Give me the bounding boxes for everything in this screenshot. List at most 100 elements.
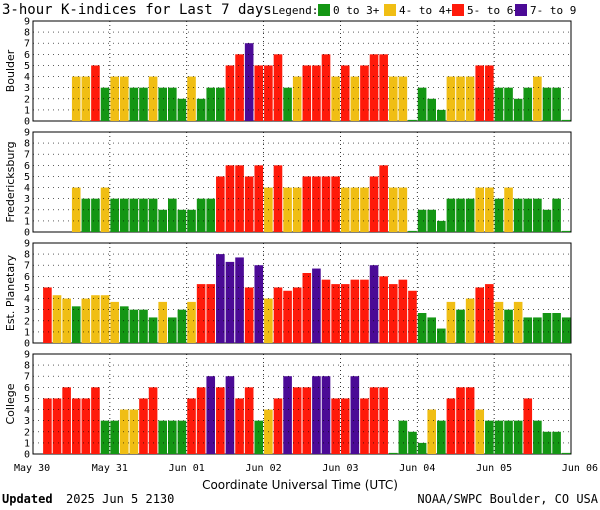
k-index-bar <box>177 209 187 232</box>
k-index-bar <box>206 198 216 232</box>
y-tick-label: 4 <box>24 183 30 194</box>
k-index-bar <box>417 209 427 232</box>
k-index-bar <box>235 257 244 343</box>
k-index-bar <box>552 313 561 343</box>
k-index-bar <box>177 98 187 121</box>
y-tick-label: 2 <box>24 427 30 438</box>
k-index-bar <box>100 87 110 121</box>
x-tick-label: Jun 03 <box>322 463 358 474</box>
y-tick-label: 7 <box>24 150 30 161</box>
x-tick-label: Jun 04 <box>399 463 435 474</box>
k-index-bar <box>273 165 283 232</box>
k-index-bar <box>225 261 235 343</box>
y-tick-label: 6 <box>24 272 30 283</box>
y-tick-label: 8 <box>24 139 30 150</box>
legend-entry-label: 7- to 9 <box>530 4 576 17</box>
k-index-bar <box>110 301 119 343</box>
k-index-bar <box>523 87 533 121</box>
k-index-bar <box>139 198 148 232</box>
legend-swatch <box>515 4 527 16</box>
k-index-bar <box>139 398 148 454</box>
k-index-bar <box>427 209 436 232</box>
x-axis: May 30 May 31 Jun 01 Jun 02 Jun 03 Jun 04 Jun … <box>14 463 598 474</box>
k-index-bar <box>533 317 542 343</box>
k-index-bar <box>81 198 91 232</box>
k-index-bar <box>398 187 408 232</box>
k-index-bar <box>283 187 292 232</box>
x-tick-label: Jun 01 <box>169 463 205 474</box>
k-index-bar <box>408 230 417 232</box>
k-index-bar <box>485 187 494 232</box>
k-index-bar <box>110 198 119 232</box>
y-tick-label: 8 <box>24 28 30 39</box>
x-tick-label: Jun 02 <box>246 463 282 474</box>
k-index-bar <box>456 309 465 343</box>
k-index-bar <box>177 420 187 454</box>
k-index-bar <box>331 76 340 121</box>
k-index-bar <box>168 420 177 454</box>
k-index-bar <box>91 198 100 232</box>
k-index-bar <box>552 431 561 454</box>
k-index-bar <box>158 209 167 232</box>
k-index-bar <box>302 387 312 454</box>
k-index-bar <box>427 409 436 454</box>
k-index-bar <box>417 442 427 454</box>
k-index-bar <box>456 198 465 232</box>
k-index-bar <box>312 268 321 343</box>
x-tick-label: Jun 05 <box>476 463 512 474</box>
y-tick-label: 1 <box>24 438 30 449</box>
k-index-bar <box>168 87 177 121</box>
k-index-bar <box>475 65 485 121</box>
chart-title: 3-hour K-indices for Last 7 days <box>2 2 272 18</box>
y-tick-label: 6 <box>24 383 30 394</box>
k-index-bar <box>417 313 427 343</box>
panels: 0123456789Boulder0123456789Fredericksbur… <box>4 17 598 475</box>
y-tick-label: 6 <box>24 161 30 172</box>
k-index-bar <box>168 317 177 343</box>
k-index-bar <box>129 87 139 121</box>
k-index-bar <box>427 317 436 343</box>
k-index-bar <box>523 317 533 343</box>
k-index-bar <box>360 65 369 121</box>
k-index-bar <box>504 309 513 343</box>
y-tick-label: 3 <box>24 83 30 94</box>
k-index-bar <box>206 376 216 454</box>
k-index-bar <box>561 230 571 232</box>
y-tick-label: 0 <box>24 228 30 239</box>
k-index-bar <box>494 420 504 454</box>
k-index-bar <box>52 398 62 454</box>
k-index-bar <box>446 301 456 343</box>
k-index-bar <box>485 284 494 343</box>
k-index-bar <box>139 309 148 343</box>
k-index-bar <box>446 76 456 121</box>
k-index-bar <box>129 198 139 232</box>
k-index-bar <box>494 198 504 232</box>
k-index-bar <box>254 265 264 343</box>
k-index-bar <box>369 54 379 122</box>
k-index-bar <box>196 284 206 343</box>
k-index-bar <box>331 176 340 232</box>
k-index-bar <box>504 420 513 454</box>
k-index-bar <box>369 265 379 343</box>
k-index-bar <box>398 420 408 454</box>
k-index-bar <box>542 209 552 232</box>
y-tick-label: 9 <box>24 239 30 250</box>
k-index-bar <box>340 187 350 232</box>
k-index-bar <box>292 287 302 343</box>
k-index-bar <box>119 76 129 121</box>
k-index-bar <box>283 376 292 454</box>
updated-value: 2025 Jun 5 2130 <box>66 492 174 506</box>
k-index-bar <box>292 76 302 121</box>
k-index-bar <box>254 420 264 454</box>
k-index-bar <box>437 328 446 343</box>
k-index-bar <box>331 398 340 454</box>
k-index-bar <box>244 387 254 454</box>
y-tick-label: 5 <box>24 283 30 294</box>
y-tick-label: 7 <box>24 261 30 272</box>
k-index-bar <box>283 290 292 343</box>
k-index-bar <box>110 76 119 121</box>
